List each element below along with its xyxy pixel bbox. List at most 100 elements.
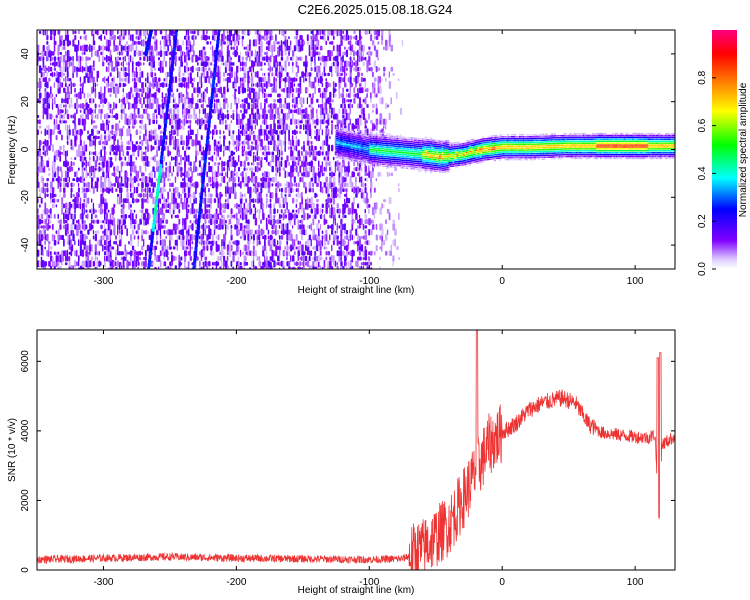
heatmap-cell — [277, 107, 280, 116]
heatmap-cell — [349, 61, 352, 67]
heatmap-cell — [180, 50, 182, 57]
heatmap-cell — [85, 159, 87, 168]
heatmap-cell — [66, 234, 70, 241]
heatmap-cell — [77, 129, 81, 136]
heatmap-cell — [117, 244, 119, 252]
heatmap-cell — [366, 261, 369, 266]
heatmap-cell — [314, 261, 316, 267]
heatmap-cell — [50, 86, 52, 95]
heatmap-cell — [165, 60, 167, 67]
heatmap-cell — [373, 124, 376, 130]
heatmap-cell — [92, 219, 95, 224]
heatmap-cell — [267, 67, 270, 71]
heatmap-cell — [68, 134, 71, 141]
heatmap-cell — [76, 45, 79, 52]
heatmap-cell — [70, 114, 72, 119]
heatmap-cell — [334, 88, 337, 92]
heatmap-cell — [282, 78, 285, 82]
heatmap-cell — [133, 235, 136, 240]
heatmap-cell — [398, 212, 400, 221]
heatmap-cell — [156, 166, 159, 172]
heatmap-cell — [174, 161, 177, 167]
heatmap-cell — [310, 177, 314, 182]
heatmap-cell — [131, 197, 135, 204]
heatmap-cell — [146, 55, 149, 62]
heatmap-cell — [63, 46, 66, 51]
heatmap-cell — [189, 234, 192, 241]
heatmap-cell — [137, 41, 140, 45]
heatmap-cell — [338, 183, 341, 187]
heatmap-cell — [295, 77, 298, 82]
heatmap-cell — [275, 129, 278, 135]
heatmap-cell — [105, 39, 109, 47]
heatmap-cell — [230, 186, 232, 194]
heatmap-cell — [141, 193, 143, 198]
heatmap-cell — [77, 118, 81, 126]
heatmap-cell — [85, 249, 88, 257]
heatmap-cell — [115, 150, 118, 156]
heatmap-cell — [118, 234, 121, 241]
heatmap-cell — [55, 230, 58, 235]
heatmap-cell — [148, 130, 151, 134]
heatmap-cell — [351, 202, 354, 210]
heatmap-cell — [202, 30, 205, 36]
heatmap-cell — [373, 87, 376, 94]
heatmap-cell — [103, 149, 106, 157]
heatmap-cell — [245, 97, 248, 104]
heatmap-cell — [349, 118, 351, 125]
heatmap-cell — [113, 260, 116, 267]
heatmap-cell — [105, 140, 108, 146]
heatmap-cell — [189, 41, 191, 45]
heatmap-cell — [370, 66, 373, 72]
heatmap-cell — [236, 244, 239, 252]
heatmap-cell — [185, 240, 188, 246]
heatmap-cell — [105, 98, 108, 103]
heatmap-cell — [317, 176, 320, 183]
heatmap-cell — [306, 238, 310, 247]
heatmap-cell — [381, 97, 384, 105]
heatmap-cell — [295, 30, 299, 36]
heatmap-cell — [358, 67, 362, 72]
heatmap-cell — [96, 219, 100, 224]
heatmap-cell — [247, 93, 250, 98]
heatmap-cell — [156, 97, 159, 104]
heatmap-cell — [293, 156, 297, 161]
heatmap-cell — [247, 88, 249, 92]
heatmap-cell — [291, 130, 294, 135]
heatmap-cell — [154, 33, 157, 42]
heatmap-cell — [314, 175, 317, 184]
heatmap-cell — [131, 212, 134, 220]
heatmap-cell — [118, 51, 121, 56]
heatmap-cell — [87, 229, 90, 235]
heatmap-cell — [185, 62, 188, 66]
heatmap-cell — [384, 234, 388, 241]
heatmap-cell — [64, 97, 67, 104]
heatmap-cell — [237, 176, 240, 183]
heatmap-cell — [327, 117, 330, 126]
heatmap-cell — [223, 139, 225, 147]
heatmap-cell — [319, 72, 322, 77]
heatmap-cell — [228, 60, 232, 68]
heatmap-cell — [241, 30, 245, 35]
heatmap-cell — [46, 30, 48, 36]
heatmap-cell — [94, 114, 97, 119]
heatmap-cell — [358, 117, 362, 126]
heatmap-cell — [306, 151, 309, 156]
heatmap-cell — [349, 229, 352, 235]
heatmap-cell — [133, 176, 136, 184]
heatmap-cell — [342, 65, 344, 73]
heatmap-cell — [301, 196, 303, 205]
heatmap-cell — [103, 160, 106, 167]
heatmap-cell — [360, 218, 363, 225]
heatmap-cell — [124, 83, 127, 87]
heatmap-cell — [323, 239, 327, 246]
heatmap-cell — [92, 76, 95, 83]
heatmap-cell — [312, 256, 315, 261]
heatmap-cell — [100, 204, 103, 208]
heatmap-cell — [152, 222, 156, 228]
heatmap-cell — [107, 254, 110, 263]
heatmap-cell — [321, 266, 324, 269]
heatmap-cell — [92, 67, 96, 71]
heatmap-cell — [90, 165, 93, 173]
heatmap-cell — [358, 176, 361, 183]
